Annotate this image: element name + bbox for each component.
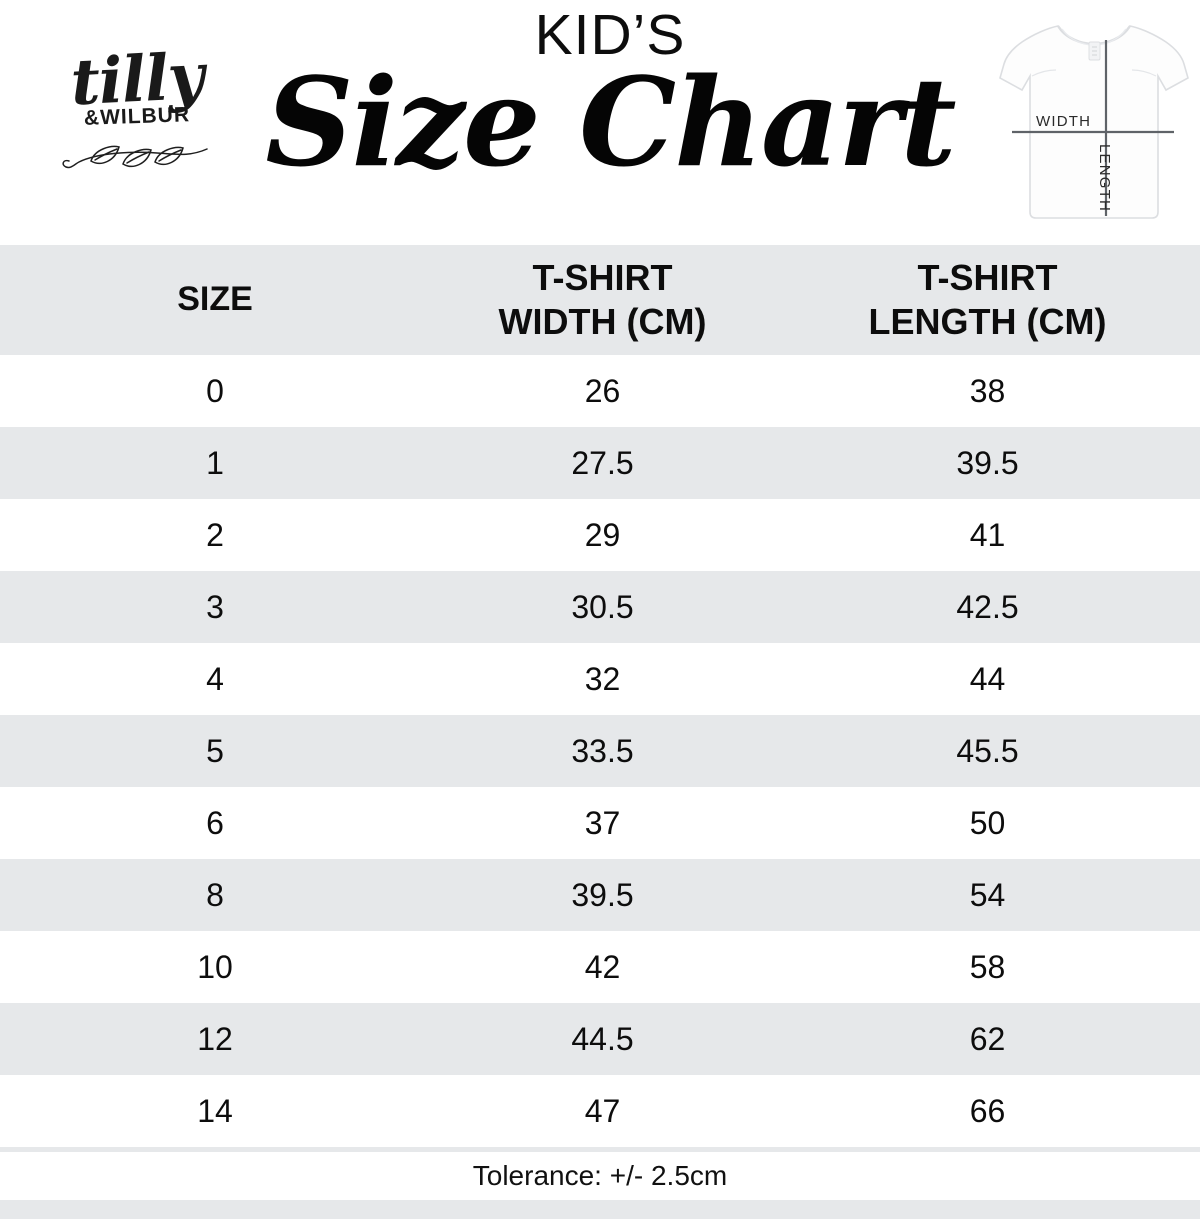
table-row: 2 29 41 bbox=[0, 499, 1200, 571]
svg-text:LENGTH: LENGTH bbox=[1096, 144, 1113, 212]
table-row: 6 37 50 bbox=[0, 787, 1200, 859]
page-title: Size Chart bbox=[265, 49, 956, 194]
cell-width: 33.5 bbox=[430, 715, 775, 787]
cell-length: 54 bbox=[775, 859, 1200, 931]
column-header-length-line1: T-SHIRT bbox=[917, 257, 1058, 299]
table-row: 14 47 66 bbox=[0, 1075, 1200, 1147]
cell-size: 4 bbox=[0, 643, 430, 715]
cell-length: 44 bbox=[775, 643, 1200, 715]
cell-length: 58 bbox=[775, 931, 1200, 1003]
table-header-row: SIZE T-SHIRT WIDTH (CM) T-SHIRT LENGTH (… bbox=[0, 245, 1200, 355]
column-header-width-line1: T-SHIRT bbox=[532, 257, 673, 299]
table-row: 1 27.5 39.5 bbox=[0, 427, 1200, 499]
column-header-width: T-SHIRT WIDTH (CM) bbox=[430, 245, 775, 355]
cell-length: 45.5 bbox=[775, 715, 1200, 787]
cell-width: 39.5 bbox=[430, 859, 775, 931]
cell-size: 14 bbox=[0, 1075, 430, 1147]
cell-length: 42.5 bbox=[775, 571, 1200, 643]
leaf-branch-icon bbox=[52, 131, 222, 182]
column-header-width-line2: WIDTH (CM) bbox=[498, 301, 707, 342]
table-body: 0 26 38 1 27.5 39.5 2 29 41 3 30.5 42.5 4 32 44 5 33.5 45… bbox=[0, 355, 1200, 1219]
cell-width: 37 bbox=[430, 787, 775, 859]
cell-size: 12 bbox=[0, 1003, 430, 1075]
table-row: 10 42 58 bbox=[0, 931, 1200, 1003]
page-eyebrow: KID’S bbox=[534, 3, 686, 67]
cell-length: 62 bbox=[775, 1003, 1200, 1075]
cell-width: 32 bbox=[430, 643, 775, 715]
cell-length: 41 bbox=[775, 499, 1200, 571]
table-row: 4 32 44 bbox=[0, 643, 1200, 715]
cell-size: 6 bbox=[0, 787, 430, 859]
tshirt-measurement-diagram: WIDTH LENGTH bbox=[996, 4, 1192, 230]
size-chart-table: SIZE T-SHIRT WIDTH (CM) T-SHIRT LENGTH (… bbox=[0, 245, 1200, 1219]
column-header-length-line2: LENGTH (CM) bbox=[868, 301, 1107, 342]
column-header-length: T-SHIRT LENGTH (CM) bbox=[775, 245, 1200, 355]
title-block: KID’S Size Chart bbox=[240, 0, 980, 184]
column-header-size: SIZE bbox=[0, 245, 430, 355]
table-header: SIZE T-SHIRT WIDTH (CM) T-SHIRT LENGTH (… bbox=[0, 245, 1200, 355]
table-row: 8 39.5 54 bbox=[0, 859, 1200, 931]
table-row: 12 44.5 62 bbox=[0, 1003, 1200, 1075]
cell-length: 38 bbox=[775, 355, 1200, 427]
cell-width: 30.5 bbox=[430, 571, 775, 643]
table-row: 0 26 38 bbox=[0, 355, 1200, 427]
brand-logo: tilly &WILBUR bbox=[52, 39, 222, 198]
chart-header: tilly &WILBUR KID’S Size Chart bbox=[0, 0, 1200, 240]
cell-width: 42 bbox=[430, 931, 775, 1003]
table-row: 3 30.5 42.5 bbox=[0, 571, 1200, 643]
cell-length: 39.5 bbox=[775, 427, 1200, 499]
cell-width: 27.5 bbox=[430, 427, 775, 499]
cell-size: 1 bbox=[0, 427, 430, 499]
cell-size: 10 bbox=[0, 931, 430, 1003]
cell-width: 26 bbox=[430, 355, 775, 427]
cell-length: 66 bbox=[775, 1075, 1200, 1147]
cell-size: 5 bbox=[0, 715, 430, 787]
cell-size: 0 bbox=[0, 355, 430, 427]
cell-width: 44.5 bbox=[430, 1003, 775, 1075]
cell-length: 50 bbox=[775, 787, 1200, 859]
cell-width: 29 bbox=[430, 499, 775, 571]
cell-size: 8 bbox=[0, 859, 430, 931]
table-row: 5 33.5 45.5 bbox=[0, 715, 1200, 787]
cell-size: 3 bbox=[0, 571, 430, 643]
tolerance-note: Tolerance: +/- 2.5cm bbox=[0, 1152, 1200, 1200]
cell-width: 47 bbox=[430, 1075, 775, 1147]
brand-name-sub: &WILBUR bbox=[83, 103, 191, 130]
cell-size: 2 bbox=[0, 499, 430, 571]
svg-text:WIDTH: WIDTH bbox=[1036, 113, 1091, 130]
